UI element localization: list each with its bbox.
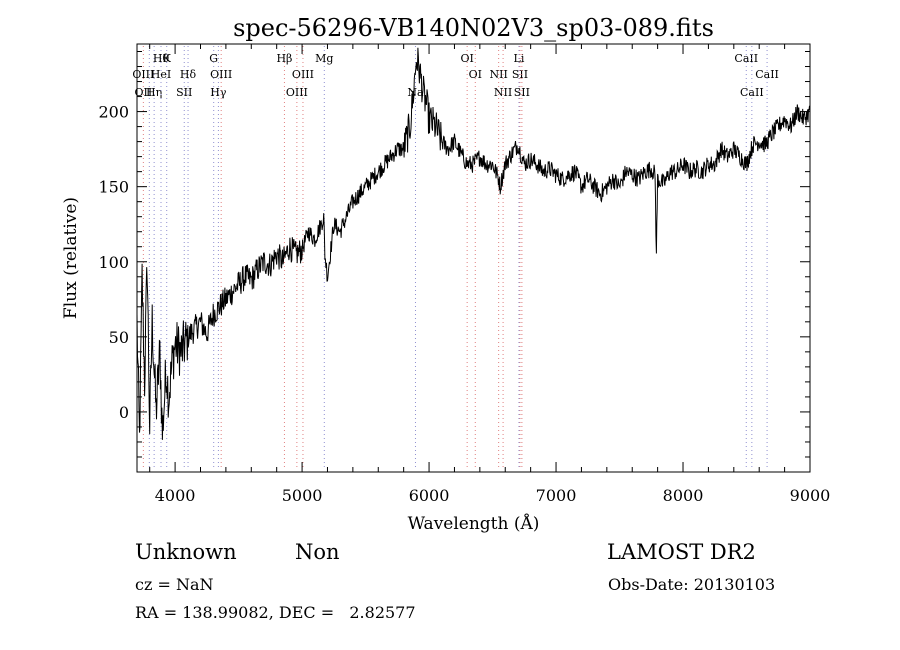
x-tick-label: 8000 [663,486,704,505]
line-label: G [209,52,218,65]
line-label: Hδ [180,68,197,81]
line-label: OIII [292,68,314,81]
class-label: Unknown [135,540,237,564]
y-tick-label: 100 [98,253,129,272]
line-label: Hγ [210,86,227,99]
x-tick-label: 6000 [409,486,450,505]
line-label: SII [514,86,530,99]
y-tick-label: 0 [119,403,129,422]
y-axis-label: Flux (relative) [61,197,81,319]
line-label: HeI [151,68,171,81]
y-tick-label: 150 [98,178,129,197]
line-label: NII [494,86,512,99]
line-label: OI [469,68,482,81]
x-tick-label: 5000 [282,486,323,505]
line-label: Hη [146,86,162,99]
line-label: Li [514,52,525,65]
line-label: OIII [132,68,154,81]
x-axis-label: Wavelength (Å) [408,513,540,534]
chart-title: spec-56296-VB140N02V3_sp03-089.fits [233,14,714,42]
line-label: Hβ [276,52,292,65]
y-tick-label: 200 [98,103,129,122]
radec-label: RA = 138.99082, DEC = 2.82577 [135,603,416,622]
obs-date-label: Obs-Date: 20130103 [608,575,776,594]
line-label: Mg [315,52,333,65]
x-tick-label: 4000 [155,486,196,505]
line-label: CaII [740,86,764,99]
subclass-label: Non [295,540,340,564]
line-label: K [163,52,172,65]
line-label: SII [512,68,528,81]
line-label: NII [489,68,507,81]
line-label: CaII [755,68,779,81]
x-tick-label: 9000 [790,486,831,505]
line-label: CaII [734,52,758,65]
plot-frame [136,43,811,473]
line-label: OI [460,52,473,65]
line-label: OIII [210,68,232,81]
y-tick-label: 50 [109,328,129,347]
x-tick-label: 7000 [536,486,577,505]
line-label: OIII [286,86,308,99]
spectrum-line [136,47,811,440]
survey-label: LAMOST DR2 [607,540,756,564]
line-label: SII [176,86,192,99]
cz-label: cz = NaN [135,575,214,594]
line-label: OII [134,86,152,99]
line-label: Hθ [153,52,170,65]
